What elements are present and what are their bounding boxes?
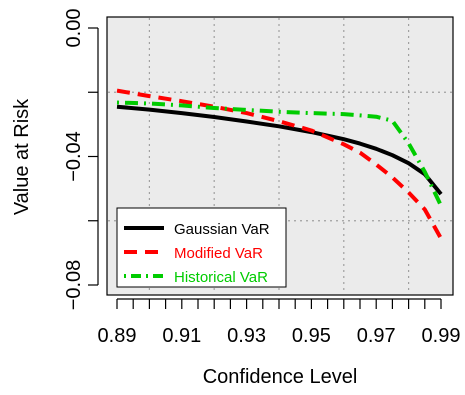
x-axis-label: Confidence Level — [203, 366, 358, 388]
legend-label: Gaussian VaR — [174, 221, 270, 238]
x-tick-label: 0.97 — [357, 325, 396, 347]
series-line-modified-var — [116, 88, 443, 240]
x-axis: 0.89 0.91 0.93 0.95 0.97 0.99 — [98, 298, 461, 347]
legend-label: Historical VaR — [174, 269, 268, 286]
x-tick-label: 0.99 — [422, 325, 461, 347]
y-axis: 0.00 −0.04 −0.08 — [63, 9, 99, 311]
y-tick-label: −0.08 — [63, 260, 85, 311]
series-lines — [116, 88, 443, 240]
legend: Gaussian VaR Modified VaR Historical VaR — [116, 207, 287, 288]
series-line-historical-var — [116, 100, 443, 207]
x-tick-label: 0.93 — [227, 325, 266, 347]
y-tick-label: 0.00 — [63, 9, 85, 48]
legend-label: Modified VaR — [174, 245, 263, 262]
x-tick-label: 0.95 — [292, 325, 331, 347]
x-tick-label: 0.89 — [98, 325, 137, 347]
y-axis-label: Value at Risk — [11, 98, 33, 215]
y-tick-label: −0.04 — [63, 131, 85, 182]
legend-box — [116, 207, 287, 288]
x-tick-label: 0.91 — [162, 325, 201, 347]
